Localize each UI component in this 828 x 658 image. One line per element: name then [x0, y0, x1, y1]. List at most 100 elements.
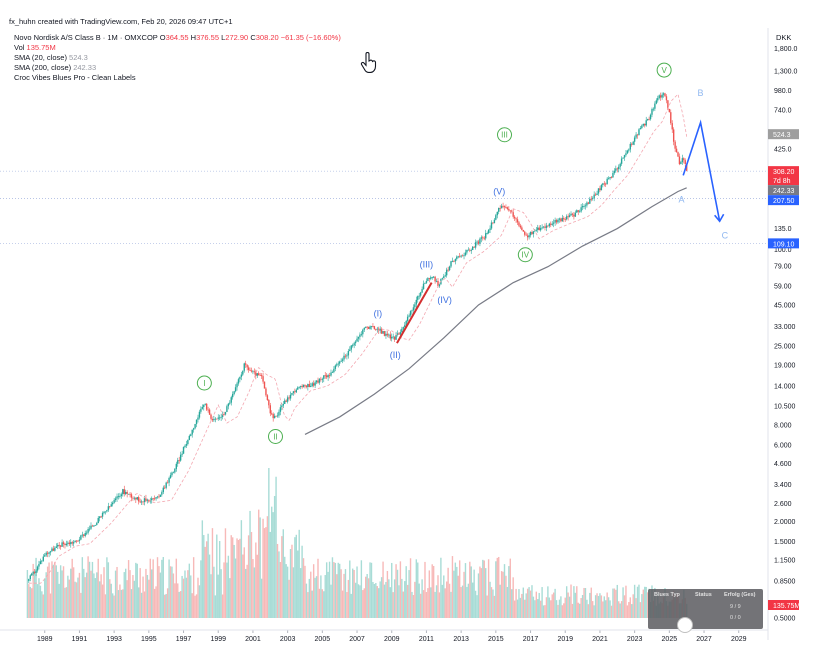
candle-body	[289, 394, 292, 399]
x-tick-label: 2011	[419, 636, 434, 643]
candle-body	[499, 207, 501, 209]
candle-body	[236, 383, 238, 388]
wave-label: I	[203, 379, 205, 388]
legend-volume-row[interactable]: Vol 135.75M	[14, 43, 341, 53]
legend-symbol-row[interactable]: Novo Nordisk A/S Class B · 1M · OMXCOP O…	[14, 33, 341, 43]
volume-bar	[77, 577, 79, 618]
volume-bar	[547, 586, 549, 618]
volume-bar	[127, 560, 130, 618]
candle-body	[151, 498, 153, 501]
volume-bar	[576, 586, 578, 618]
candle-body	[593, 194, 595, 199]
x-tick-label: 2005	[315, 636, 331, 643]
candle-body	[279, 407, 282, 412]
candle-body	[174, 468, 176, 473]
volume-bar	[457, 575, 459, 618]
volume-bar	[422, 590, 425, 618]
candle-body	[98, 516, 101, 518]
ohlc-high-label: H	[190, 33, 197, 42]
candle-body	[574, 212, 577, 217]
candle-body	[645, 120, 647, 126]
candle-body	[434, 276, 436, 282]
volume-bar	[68, 579, 71, 618]
candle-body	[396, 333, 399, 335]
volume-bar	[142, 576, 144, 618]
candle-body	[427, 278, 429, 281]
volume-bar	[636, 586, 639, 618]
volume-bar	[162, 557, 164, 618]
candle-body	[631, 143, 633, 145]
candle-body	[101, 512, 104, 517]
price-tag-label: 7d 8h	[773, 178, 791, 185]
candle-body	[658, 95, 660, 99]
volume-bar	[411, 591, 413, 618]
volume-bar	[378, 588, 380, 618]
volume-bar	[586, 599, 588, 618]
candle-body	[344, 355, 347, 357]
candle-body	[418, 295, 420, 297]
candle-body	[448, 266, 451, 271]
candle-body	[253, 371, 256, 373]
volume-bar	[259, 517, 261, 618]
volume-bar	[90, 570, 92, 618]
currency-label: DKK	[776, 33, 791, 42]
candle-body	[246, 364, 248, 368]
wave-label-circle	[267, 428, 283, 444]
x-tick-label: 2027	[696, 636, 712, 643]
volume-bar	[324, 575, 326, 618]
candle-body	[64, 543, 66, 546]
candle-body	[62, 542, 65, 544]
volume-bar	[544, 605, 546, 618]
candle-body	[275, 415, 277, 417]
volume-bar	[448, 583, 451, 618]
volume-bar	[584, 588, 587, 618]
wave-label: (V)	[493, 187, 505, 197]
candle-body	[310, 385, 312, 388]
volume-bar	[558, 599, 561, 618]
candle-body	[59, 545, 62, 547]
volume-bar	[619, 603, 621, 618]
candle-body	[486, 233, 488, 234]
symbol-line[interactable]: Novo Nordisk A/S Class B · 1M · OMXCOP	[14, 33, 158, 42]
volume-bar	[149, 558, 151, 618]
candle-body	[450, 261, 452, 267]
volume-bar	[646, 592, 649, 618]
volume-bar	[603, 596, 605, 618]
volume-bar	[645, 586, 647, 618]
volume-bar	[632, 594, 634, 618]
volume-bar	[389, 587, 391, 618]
candle-body	[307, 384, 309, 388]
volume-bar	[561, 605, 564, 618]
candle-body	[383, 331, 386, 336]
candle-body	[301, 385, 303, 388]
candle-body	[117, 496, 120, 497]
price-tag-bg	[768, 129, 799, 140]
volume-bar	[526, 588, 529, 618]
price-tag-bg	[768, 175, 799, 186]
candle-body	[87, 529, 89, 533]
candle-body	[210, 414, 212, 419]
volume-label: Vol	[14, 43, 25, 52]
legend-indicator-row[interactable]: Croc Vibes Blues Pro - Clean Labels	[14, 73, 341, 83]
candle-body	[684, 160, 686, 165]
candle-body	[428, 278, 431, 279]
candle-body	[45, 552, 47, 556]
volume-bar	[299, 568, 302, 618]
volume-bar	[528, 587, 530, 618]
candle-body	[207, 409, 209, 411]
volume-bar	[97, 558, 99, 618]
candle-body	[524, 231, 526, 235]
volume-bar	[184, 570, 186, 618]
volume-bar	[314, 577, 316, 618]
legend-sma20-row[interactable]: SMA (20, close) 524.3	[14, 53, 341, 63]
volume-bar	[282, 529, 284, 618]
volume-bar	[628, 602, 630, 618]
candle-body	[385, 333, 387, 336]
price-tag-bg	[768, 195, 799, 206]
candle-body	[570, 213, 572, 216]
legend-sma200-row[interactable]: SMA (200, close) 242.33	[14, 63, 341, 73]
candle-body	[605, 183, 607, 185]
candle-body	[557, 219, 559, 223]
candle-body	[88, 528, 91, 530]
